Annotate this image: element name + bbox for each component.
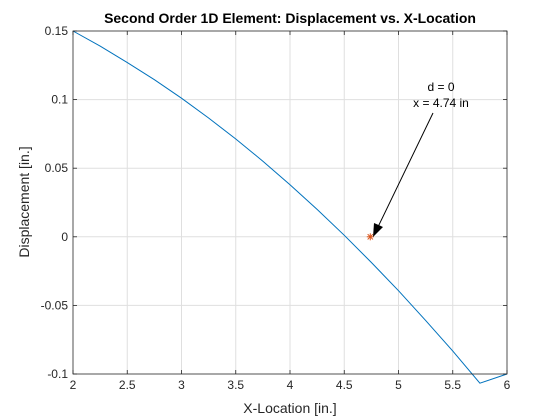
zero-crossing-marker — [366, 233, 374, 241]
x-tick-label: 5 — [395, 378, 402, 392]
x-tick-label: 2 — [70, 378, 77, 392]
tick-labels: 2 2.5 3 3.5 4 4.5 5 5.5 6 -0.1 -0.05 0 0.05 0.1 0.15 — [41, 24, 511, 392]
annotation-arrow-head — [373, 223, 383, 237]
x-tick-label: 3 — [178, 378, 185, 392]
chart-title: Second Order 1D Element: Displacement vs… — [104, 10, 476, 26]
y-axis-label: Displacement [in.] — [16, 146, 32, 257]
x-tick-label: 5.5 — [444, 378, 461, 392]
grid-lines — [73, 31, 507, 374]
tick-marks — [72, 30, 508, 375]
displacement-line — [72, 30, 508, 384]
y-tick-label: 0.05 — [45, 161, 69, 175]
x-axis-label: X-Location [in.] — [243, 400, 336, 416]
y-tick-label: 0.1 — [51, 93, 68, 107]
x-tick-label: 4 — [287, 378, 294, 392]
x-tick-label: 2.5 — [119, 378, 136, 392]
y-tick-label: -0.1 — [47, 367, 68, 381]
y-tick-label: -0.05 — [41, 298, 69, 312]
annotation-arrow-shaft — [376, 112, 434, 230]
y-tick-label: 0.15 — [45, 24, 69, 38]
annotation: d = 0 x = 4.74 in — [373, 80, 469, 237]
y-tick-label: 0 — [61, 230, 68, 244]
x-tick-label: 3.5 — [227, 378, 244, 392]
x-tick-label: 4.5 — [336, 378, 353, 392]
annotation-line-1: d = 0 — [427, 80, 454, 94]
data-layer — [72, 30, 508, 384]
x-tick-label: 6 — [504, 378, 511, 392]
marker-stroke — [367, 233, 374, 240]
annotation-line-2: x = 4.74 in — [413, 96, 469, 110]
